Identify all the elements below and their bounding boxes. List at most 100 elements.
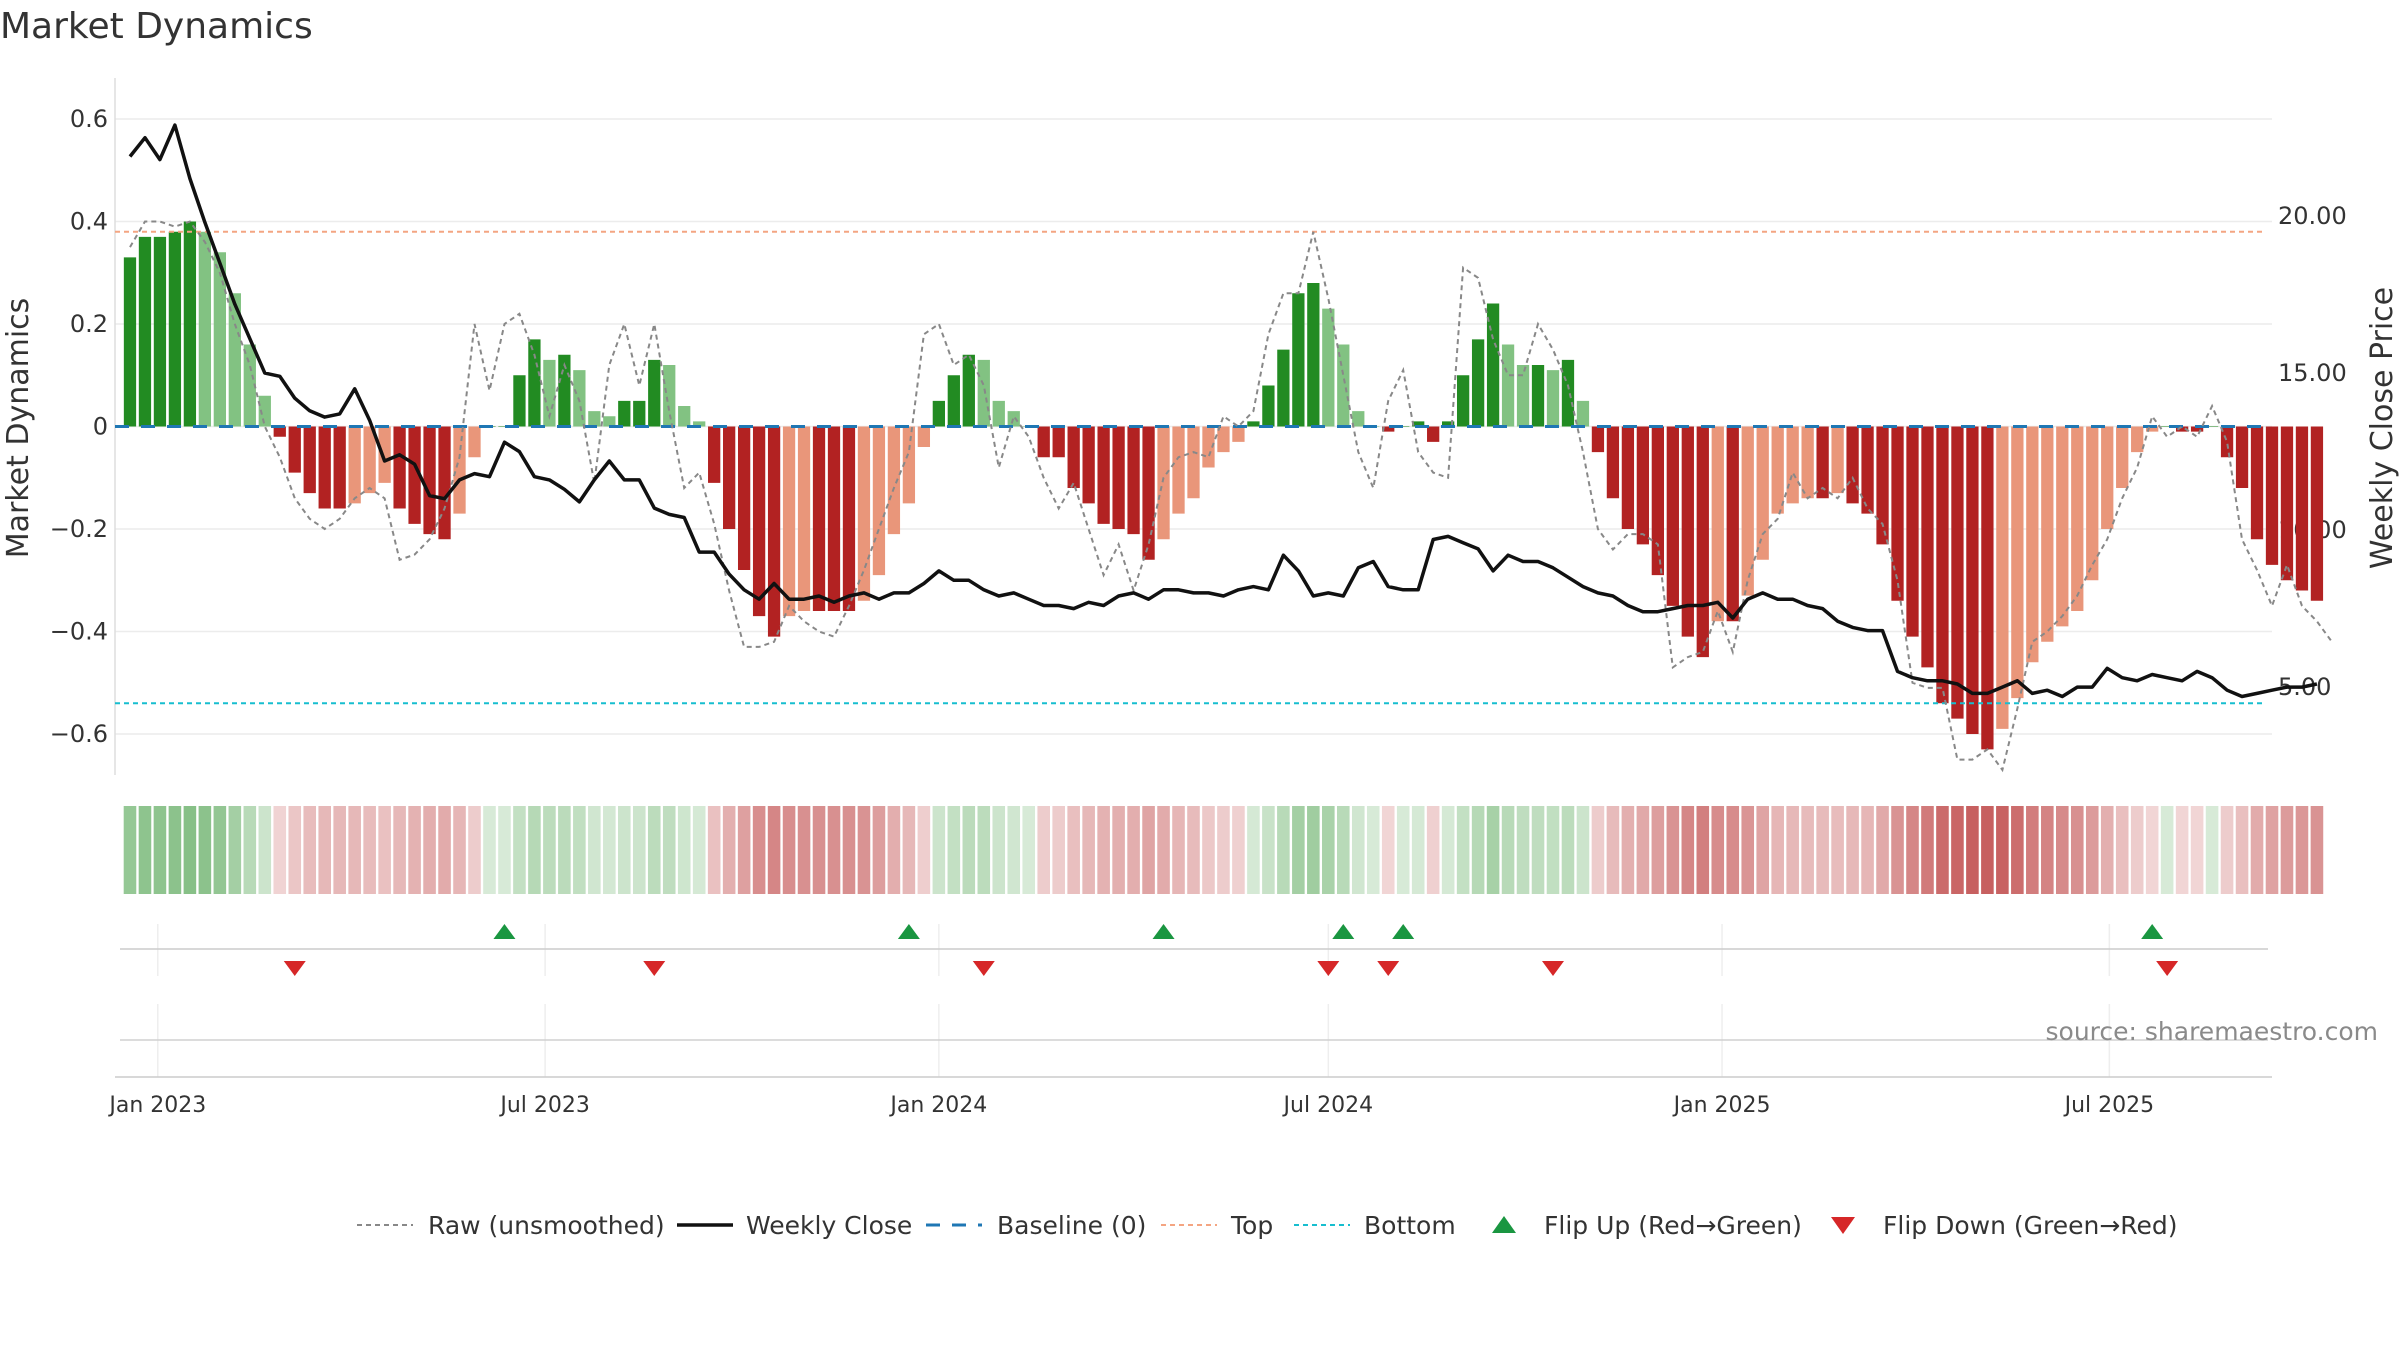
dynamics-bar	[1996, 426, 2009, 729]
heat-strip-cell	[1636, 806, 1650, 894]
heat-strip-cell	[228, 806, 242, 894]
dynamics-bar	[2131, 426, 2144, 453]
heat-strip-cell	[1217, 806, 1230, 894]
dynamics-bar	[857, 426, 871, 601]
dynamics-bar	[1876, 426, 1889, 545]
heat-strip-cell	[1621, 806, 1635, 894]
dynamics-bar	[1891, 426, 1904, 601]
heat-strip-cell	[183, 806, 197, 894]
heat-strip-cell	[408, 806, 421, 894]
legend-item-down: Flip Down (Green→Red)	[1831, 1211, 2178, 1240]
dynamics-bar	[1442, 421, 1455, 427]
dynamics-bar	[468, 426, 481, 458]
legend-label: Top	[1230, 1211, 1273, 1240]
flip-down-marker	[2156, 961, 2179, 976]
heat-strip-cell	[243, 806, 257, 894]
dynamics-bar	[1636, 426, 1650, 545]
left-tick-label: 0	[93, 413, 108, 441]
dynamics-bar	[1307, 283, 1320, 427]
dynamics-bar	[1292, 293, 1305, 427]
dynamics-bar	[1142, 426, 1155, 560]
dynamics-bar	[2250, 426, 2264, 540]
heat-strip-cell	[1741, 806, 1755, 894]
heat-strip-cell	[722, 806, 736, 894]
dynamics-bar	[378, 426, 391, 483]
heat-strip-cell	[1082, 806, 1095, 894]
heat-strip-cell	[348, 806, 361, 894]
regime-heat-strip	[123, 806, 2324, 894]
heat-strip-cell	[1606, 806, 1620, 894]
dynamics-bar	[1037, 426, 1050, 458]
heat-strip-cell	[1696, 806, 1710, 894]
heat-strip-cell	[2250, 806, 2264, 894]
dynamics-bar	[812, 426, 826, 611]
dynamics-bar	[648, 359, 661, 427]
flip-markers	[283, 924, 2179, 976]
heat-strip-cell	[1501, 806, 1515, 894]
heat-strip-cell	[1801, 806, 1814, 894]
source-note: source: sharemaestro.com	[2046, 1017, 2379, 1046]
left-tick-label: 0.6	[70, 105, 108, 133]
heat-strip-cell	[1846, 806, 1859, 894]
dynamics-bar	[782, 426, 796, 617]
main-panel: −0.6−0.4−0.200.20.40.6 5.0010.0015.0020.…	[1, 78, 2400, 775]
heat-strip-cell	[273, 806, 287, 894]
heat-strip-cell	[2070, 806, 2084, 894]
dynamics-bar	[408, 426, 421, 524]
flip-up-marker	[1392, 924, 1415, 939]
heat-strip-cell	[1561, 806, 1575, 894]
heat-strip-cell	[1277, 806, 1290, 894]
legend-item-top: Top	[1161, 1211, 1273, 1240]
dynamics-bar	[1651, 426, 1664, 576]
heat-strip-cell	[1651, 806, 1665, 894]
dynamics-bar	[2101, 426, 2114, 529]
dynamics-bar	[618, 400, 631, 427]
heat-strip-cell	[1127, 806, 1140, 894]
left-tick-label: 0.4	[70, 208, 108, 236]
heat-strip-cell	[453, 806, 466, 894]
dynamics-bar	[543, 359, 556, 427]
dynamics-bar	[992, 400, 1005, 427]
dynamics-bar	[797, 426, 811, 611]
left-tick-label: −0.6	[50, 720, 108, 748]
dynamics-bar	[123, 257, 137, 427]
dynamics-bar	[228, 293, 241, 427]
dynamics-bar	[1277, 349, 1290, 427]
dynamics-bar	[318, 426, 331, 509]
flip-marker-panel	[120, 924, 2268, 976]
dynamics-bar	[2071, 426, 2084, 611]
dynamics-bar	[1322, 308, 1335, 427]
heat-strip-cell	[123, 806, 137, 894]
dynamics-bar	[1771, 426, 1784, 514]
heat-strip-cell	[2145, 806, 2159, 894]
dynamics-bar	[2116, 426, 2129, 488]
heat-strip-cell	[2190, 806, 2204, 894]
heat-strip-cell	[857, 806, 871, 894]
heat-strip-cell	[1831, 806, 1844, 894]
heat-strip-cell	[992, 806, 1006, 894]
heat-strip-cell	[902, 806, 916, 894]
dynamics-bar	[1816, 426, 1829, 499]
dynamics-bar	[243, 344, 256, 427]
dynamics-bar	[663, 365, 676, 427]
dynamics-bar	[1501, 344, 1515, 427]
dynamics-bar	[1981, 426, 1994, 750]
dynamics-bar	[1786, 426, 1799, 504]
dynamics-bar	[1726, 426, 1739, 622]
flip-panel-grid	[157, 924, 2111, 976]
x-tick-label: Jul 2024	[1282, 1093, 1374, 1118]
dynamics-bar	[1456, 375, 1470, 427]
dynamics-bar	[2310, 426, 2324, 601]
legend-item-close: Weekly Close	[677, 1211, 912, 1240]
heat-strip-cell	[198, 806, 212, 894]
dynamics-bar	[1097, 426, 1110, 524]
heat-strip-cell	[1067, 806, 1080, 894]
dynamics-bar	[1801, 426, 1814, 499]
heat-strip-cell	[632, 806, 646, 894]
dynamics-bar	[363, 426, 376, 494]
legend-label: Flip Up (Red→Green)	[1544, 1211, 1802, 1240]
dynamics-bar	[513, 375, 526, 427]
heat-strip-cell	[917, 806, 931, 894]
heat-strip-cell	[1247, 806, 1260, 894]
